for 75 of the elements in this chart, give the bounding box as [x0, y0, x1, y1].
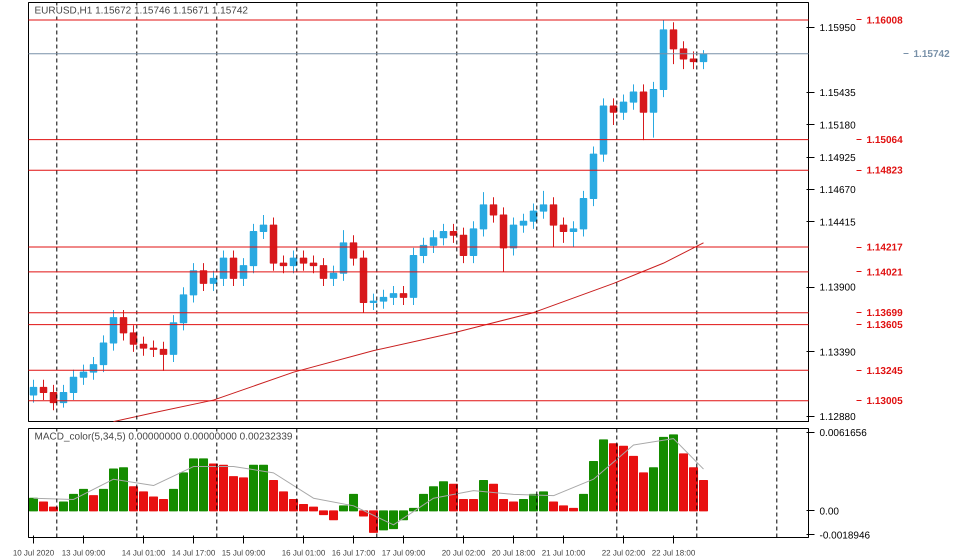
candlestick: [450, 223, 458, 244]
candlestick: [700, 50, 708, 70]
candlestick: [540, 190, 548, 220]
candlestick: [610, 98, 618, 126]
ref-line-label: 1.15742: [914, 49, 950, 60]
candlestick: [570, 220, 578, 248]
ref-line-label: 1.16008: [866, 15, 904, 26]
candlestick: [370, 293, 378, 311]
candlestick: [390, 285, 398, 306]
candlestick: [490, 196, 498, 224]
x-tick-label: 15 Jul 09:00: [222, 548, 266, 558]
x-tick-label: 22 Jul 18:00: [652, 548, 696, 558]
ref-line-label: 1.13005: [866, 396, 904, 408]
candlestick: [260, 214, 268, 240]
chart-title: EURUSD,H1 1.15672 1.15746 1.15671 1.15742: [34, 6, 248, 16]
bar: [89, 495, 98, 512]
ref-line-label: 1.15064: [866, 135, 904, 146]
y-tick-label: 1.12880: [820, 412, 856, 424]
candlestick: [210, 270, 218, 292]
candlestick: [440, 223, 448, 246]
chart-title: MACD_color(5,34,5) 0.00000000 0.00000000 0.00232339: [34, 432, 293, 442]
y-tick-label: 1.14925: [820, 152, 856, 164]
candlestick: [530, 203, 538, 230]
candlestick: [620, 94, 628, 120]
ref-line-label: 1.14217: [866, 242, 904, 254]
bar: [479, 480, 488, 512]
candlestick: [380, 289, 388, 310]
y-tick-label: 1.13390: [820, 347, 856, 358]
ref-line-label: 1.13605: [866, 320, 904, 332]
y-tick-label: 1.14415: [820, 217, 856, 228]
y-tick-label: -0.0018946: [820, 530, 871, 542]
candlestick: [150, 340, 158, 358]
candlestick: [400, 285, 408, 306]
x-tick-label: 20 Jul 02:00: [442, 548, 486, 558]
candlestick: [30, 379, 38, 404]
y-tick-label: 1.15435: [820, 88, 856, 100]
candlestick: [630, 84, 638, 110]
ref-line-label: 1.14021: [866, 267, 904, 278]
candlestick: [240, 258, 248, 286]
candlestick: [70, 369, 78, 401]
x-tick-label: 14 Jul 01:00: [122, 548, 166, 558]
x-tick-label: 14 Jul 17:00: [172, 548, 216, 558]
y-tick-label: 0.00: [820, 506, 840, 518]
x-tick-label: 17 Jul 09:00: [382, 548, 426, 558]
y-tick-label: 1.15180: [820, 120, 856, 132]
candlestick: [430, 230, 438, 254]
x-tick-label: 22 Jul 02:00: [602, 548, 646, 558]
x-tick-label: 13 Jul 09:00: [62, 548, 106, 558]
x-tick-label: 10 Jul 2020: [12, 548, 55, 558]
x-tick-label: 16 Jul 17:00: [332, 548, 376, 558]
line-series: [113, 242, 704, 422]
candlestick: [510, 217, 518, 256]
candlestick: [80, 364, 88, 386]
y-tick-label: 0.0061656: [820, 428, 868, 440]
candlestick: [330, 265, 338, 286]
y-tick-label: 1.14670: [820, 185, 856, 196]
ref-line-label: 1.14823: [866, 166, 904, 177]
candlestick: [100, 334, 108, 373]
ref-line-label: 1.13699: [866, 308, 904, 320]
candlestick: [520, 213, 528, 234]
candlestick: [290, 250, 298, 274]
candlestick: [60, 384, 68, 408]
ref-line-label: 1.13245: [866, 366, 904, 377]
y-tick-label: 1.13900: [820, 282, 856, 294]
x-tick-label: 16 Jul 01:00: [282, 548, 326, 558]
candlestick: [650, 81, 658, 138]
y-tick-label: 1.15950: [820, 22, 856, 34]
candlestick: [420, 237, 428, 264]
candlestick: [220, 250, 228, 286]
bar: [29, 498, 38, 512]
x-tick-label: 20 Jul 18:00: [492, 548, 536, 558]
x-tick-label: 21 Jul 10:00: [542, 548, 586, 558]
candlestick: [140, 336, 148, 356]
candlestick: [670, 22, 678, 65]
candlestick: [560, 217, 568, 244]
